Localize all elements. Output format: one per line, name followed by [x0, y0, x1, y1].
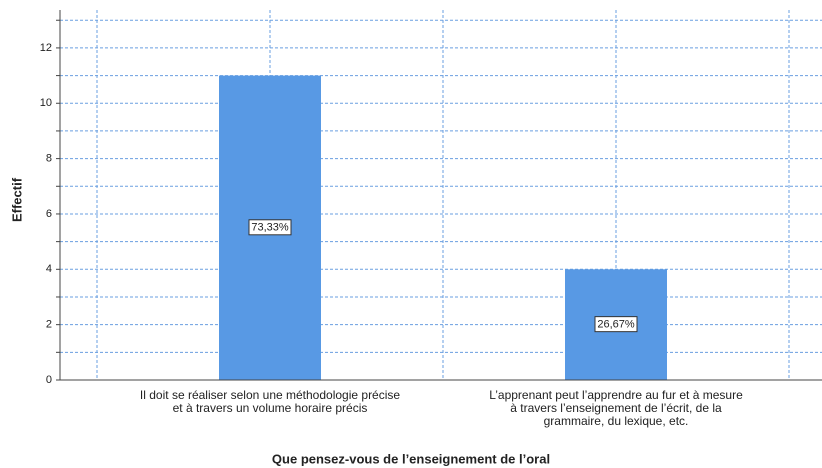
- value-label-box: [594, 316, 638, 333]
- value-label: 26,67%: [597, 319, 635, 331]
- y-tick-label: 2: [46, 319, 52, 331]
- x-tick-label: à travers l’enseignement de l’écrit, de …: [510, 401, 722, 415]
- x-axis-label: Que pensez-vous de l’enseignement de l’o…: [272, 451, 550, 466]
- value-label-box: [248, 219, 292, 236]
- x-tick-label: Il doit se réaliser selon une méthodolog…: [140, 388, 400, 402]
- y-tick-label: 10: [40, 97, 52, 109]
- x-tick-label: L’apprenant peut l’apprendre au fur et à…: [489, 388, 743, 402]
- y-tick-label: 4: [46, 263, 52, 275]
- value-label: 73,33%: [251, 222, 289, 234]
- x-tick-label: grammaire, du lexique, etc.: [544, 414, 689, 428]
- y-tick-label: 12: [40, 42, 52, 54]
- y-axis-label: Effectif: [9, 177, 24, 222]
- y-tick-label: 0: [46, 374, 52, 386]
- y-tick-label: 6: [46, 208, 52, 220]
- x-tick-label: et à travers un volume horaire précis: [173, 401, 368, 415]
- y-tick-label: 8: [46, 153, 52, 165]
